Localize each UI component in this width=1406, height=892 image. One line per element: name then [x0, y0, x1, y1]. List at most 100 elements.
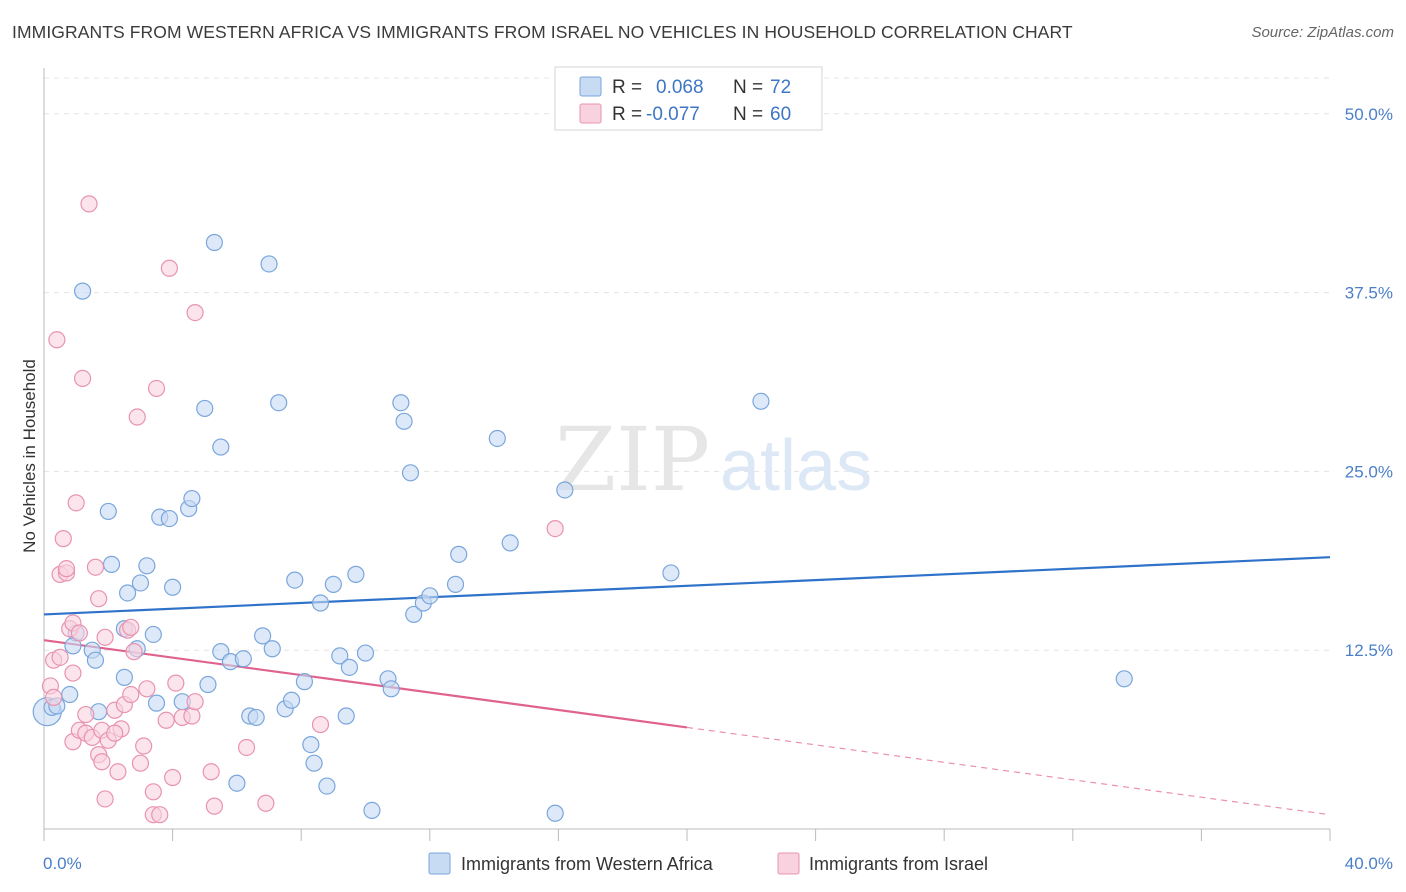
- point-western-africa: [395, 412, 413, 430]
- point-western-africa: [405, 605, 423, 624]
- legend-label-israel: Immigrants from Israel: [809, 854, 988, 874]
- point-israel: [51, 648, 69, 666]
- point-western-africa: [311, 594, 330, 612]
- trend-line-dashed-1: [686, 726, 1331, 816]
- chart-source: Source: ZipAtlas.com: [1251, 24, 1394, 41]
- point-western-africa: [1115, 670, 1133, 688]
- y-tick-label: 37.5%: [1345, 284, 1393, 303]
- stats-r-label-2: R =: [612, 104, 642, 125]
- point-israel: [64, 664, 82, 682]
- point-israel: [73, 369, 92, 387]
- stats-r-value-1: 0.068: [656, 77, 704, 98]
- point-western-africa: [263, 640, 281, 658]
- point-western-africa: [401, 464, 420, 482]
- point-israel: [144, 783, 162, 801]
- point-israel: [122, 618, 140, 636]
- point-israel: [186, 303, 204, 322]
- x-tick-end: 40.0%: [1345, 854, 1393, 873]
- point-israel: [546, 519, 564, 538]
- stats-n-value-1: 72: [770, 77, 791, 98]
- point-israel: [109, 763, 127, 781]
- point-western-africa: [302, 736, 320, 754]
- point-western-africa: [254, 627, 272, 645]
- point-western-africa: [446, 575, 465, 593]
- point-israel: [86, 558, 105, 576]
- point-western-africa: [118, 584, 137, 602]
- stats-box: R = 0.068 N = 72 R = -0.077 N = 60: [554, 66, 823, 131]
- stats-r-label-1: R =: [612, 77, 642, 98]
- point-western-africa: [347, 565, 365, 583]
- point-western-africa: [488, 429, 506, 448]
- point-western-africa: [356, 644, 375, 662]
- point-western-africa: [392, 394, 410, 412]
- point-western-africa: [144, 625, 162, 644]
- stats-r-value-2: -0.077: [646, 104, 700, 125]
- point-israel: [80, 195, 98, 213]
- point-western-africa: [61, 685, 79, 704]
- point-western-africa: [102, 555, 121, 573]
- grid-layer: 12.5% 25.0% 37.5% 50.0%: [44, 77, 1393, 660]
- trend-line-1: [43, 639, 688, 729]
- point-western-africa: [295, 673, 314, 691]
- point-layer: [32, 195, 1133, 824]
- point-israel: [106, 724, 124, 742]
- point-western-africa: [340, 658, 359, 676]
- point-israel: [96, 790, 114, 808]
- point-israel: [151, 806, 169, 824]
- point-western-africa: [160, 509, 178, 528]
- point-israel: [48, 331, 66, 349]
- point-israel: [311, 715, 330, 734]
- point-western-africa: [183, 489, 201, 508]
- point-western-africa: [305, 754, 323, 772]
- stats-n-value-2: 60: [770, 104, 791, 125]
- point-western-africa: [337, 707, 355, 725]
- x-tick-start: 0.0%: [43, 854, 82, 873]
- point-western-africa: [556, 481, 574, 499]
- point-israel: [202, 763, 220, 781]
- stats-n-label-2: N =: [733, 104, 763, 125]
- point-israel: [147, 379, 166, 398]
- point-israel: [90, 590, 108, 608]
- point-western-africa: [234, 650, 252, 668]
- point-western-africa: [212, 438, 230, 456]
- point-western-africa: [662, 564, 680, 582]
- point-israel: [205, 797, 223, 815]
- point-western-africa: [286, 571, 304, 589]
- point-israel: [237, 738, 256, 757]
- point-israel: [131, 754, 150, 772]
- point-israel: [257, 794, 275, 812]
- legend-swatch-israel: [777, 852, 800, 875]
- point-israel: [93, 753, 111, 771]
- point-israel: [138, 680, 156, 698]
- point-israel: [167, 674, 185, 692]
- point-western-africa: [73, 282, 92, 300]
- point-israel: [164, 768, 182, 787]
- point-western-africa: [324, 575, 342, 593]
- point-western-africa: [421, 587, 439, 605]
- point-israel: [186, 693, 204, 711]
- trend-layer: [43, 556, 1331, 816]
- point-israel: [54, 530, 72, 548]
- y-tick-label: 25.0%: [1345, 462, 1393, 481]
- point-israel: [160, 259, 178, 277]
- point-israel: [135, 737, 153, 755]
- point-israel: [70, 624, 88, 642]
- point-israel: [122, 685, 140, 704]
- chart-title: IMMIGRANTS FROM WESTERN AFRICA VS IMMIGR…: [12, 22, 1073, 42]
- watermark-atlas: atlas: [720, 426, 872, 506]
- point-western-africa: [752, 392, 770, 410]
- y-axis-label: No Vehicles in Household: [20, 359, 39, 553]
- point-israel: [45, 688, 63, 706]
- point-israel: [125, 643, 143, 661]
- stats-swatch-blue: [579, 76, 602, 97]
- point-western-africa: [363, 801, 381, 820]
- point-western-africa: [164, 578, 182, 596]
- point-western-africa: [260, 255, 278, 273]
- point-western-africa: [147, 694, 166, 712]
- point-western-africa: [99, 502, 117, 521]
- point-western-africa: [270, 394, 288, 412]
- point-israel: [77, 705, 95, 724]
- watermark: ZIP atlas: [555, 408, 872, 511]
- legend-swatch-western-africa: [428, 852, 451, 875]
